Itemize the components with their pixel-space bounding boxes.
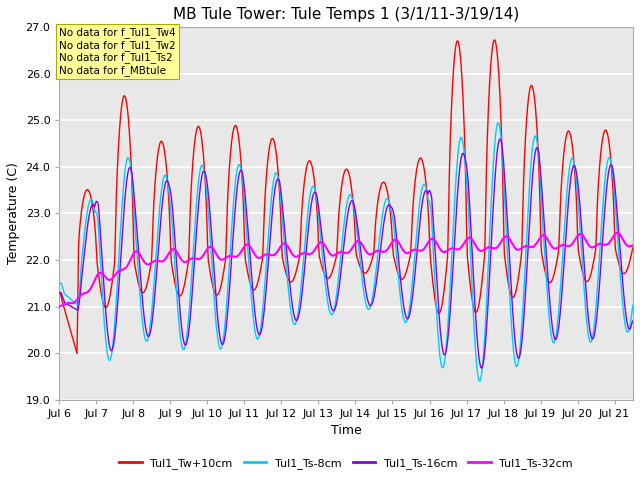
Text: No data for f_Tul1_Tw4
No data for f_Tul1_Tw2
No data for f_Tul1_Ts2
No data for: No data for f_Tul1_Tw4 No data for f_Tul…	[60, 27, 176, 76]
Title: MB Tule Tower: Tule Temps 1 (3/1/11-3/19/14): MB Tule Tower: Tule Temps 1 (3/1/11-3/19…	[173, 7, 519, 22]
Y-axis label: Temperature (C): Temperature (C)	[7, 163, 20, 264]
X-axis label: Time: Time	[331, 424, 362, 437]
Legend: Tul1_Tw+10cm, Tul1_Ts-8cm, Tul1_Ts-16cm, Tul1_Ts-32cm: Tul1_Tw+10cm, Tul1_Ts-8cm, Tul1_Ts-16cm,…	[115, 454, 577, 473]
